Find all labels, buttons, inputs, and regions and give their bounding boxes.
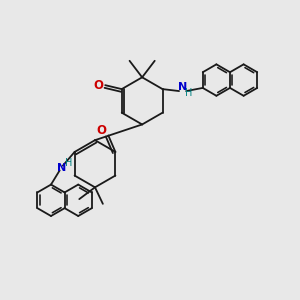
Text: H: H	[185, 88, 193, 98]
Text: O: O	[93, 79, 103, 92]
Text: O: O	[96, 124, 106, 137]
Text: N: N	[57, 163, 67, 173]
Text: H: H	[64, 158, 72, 168]
Text: N: N	[178, 82, 188, 92]
